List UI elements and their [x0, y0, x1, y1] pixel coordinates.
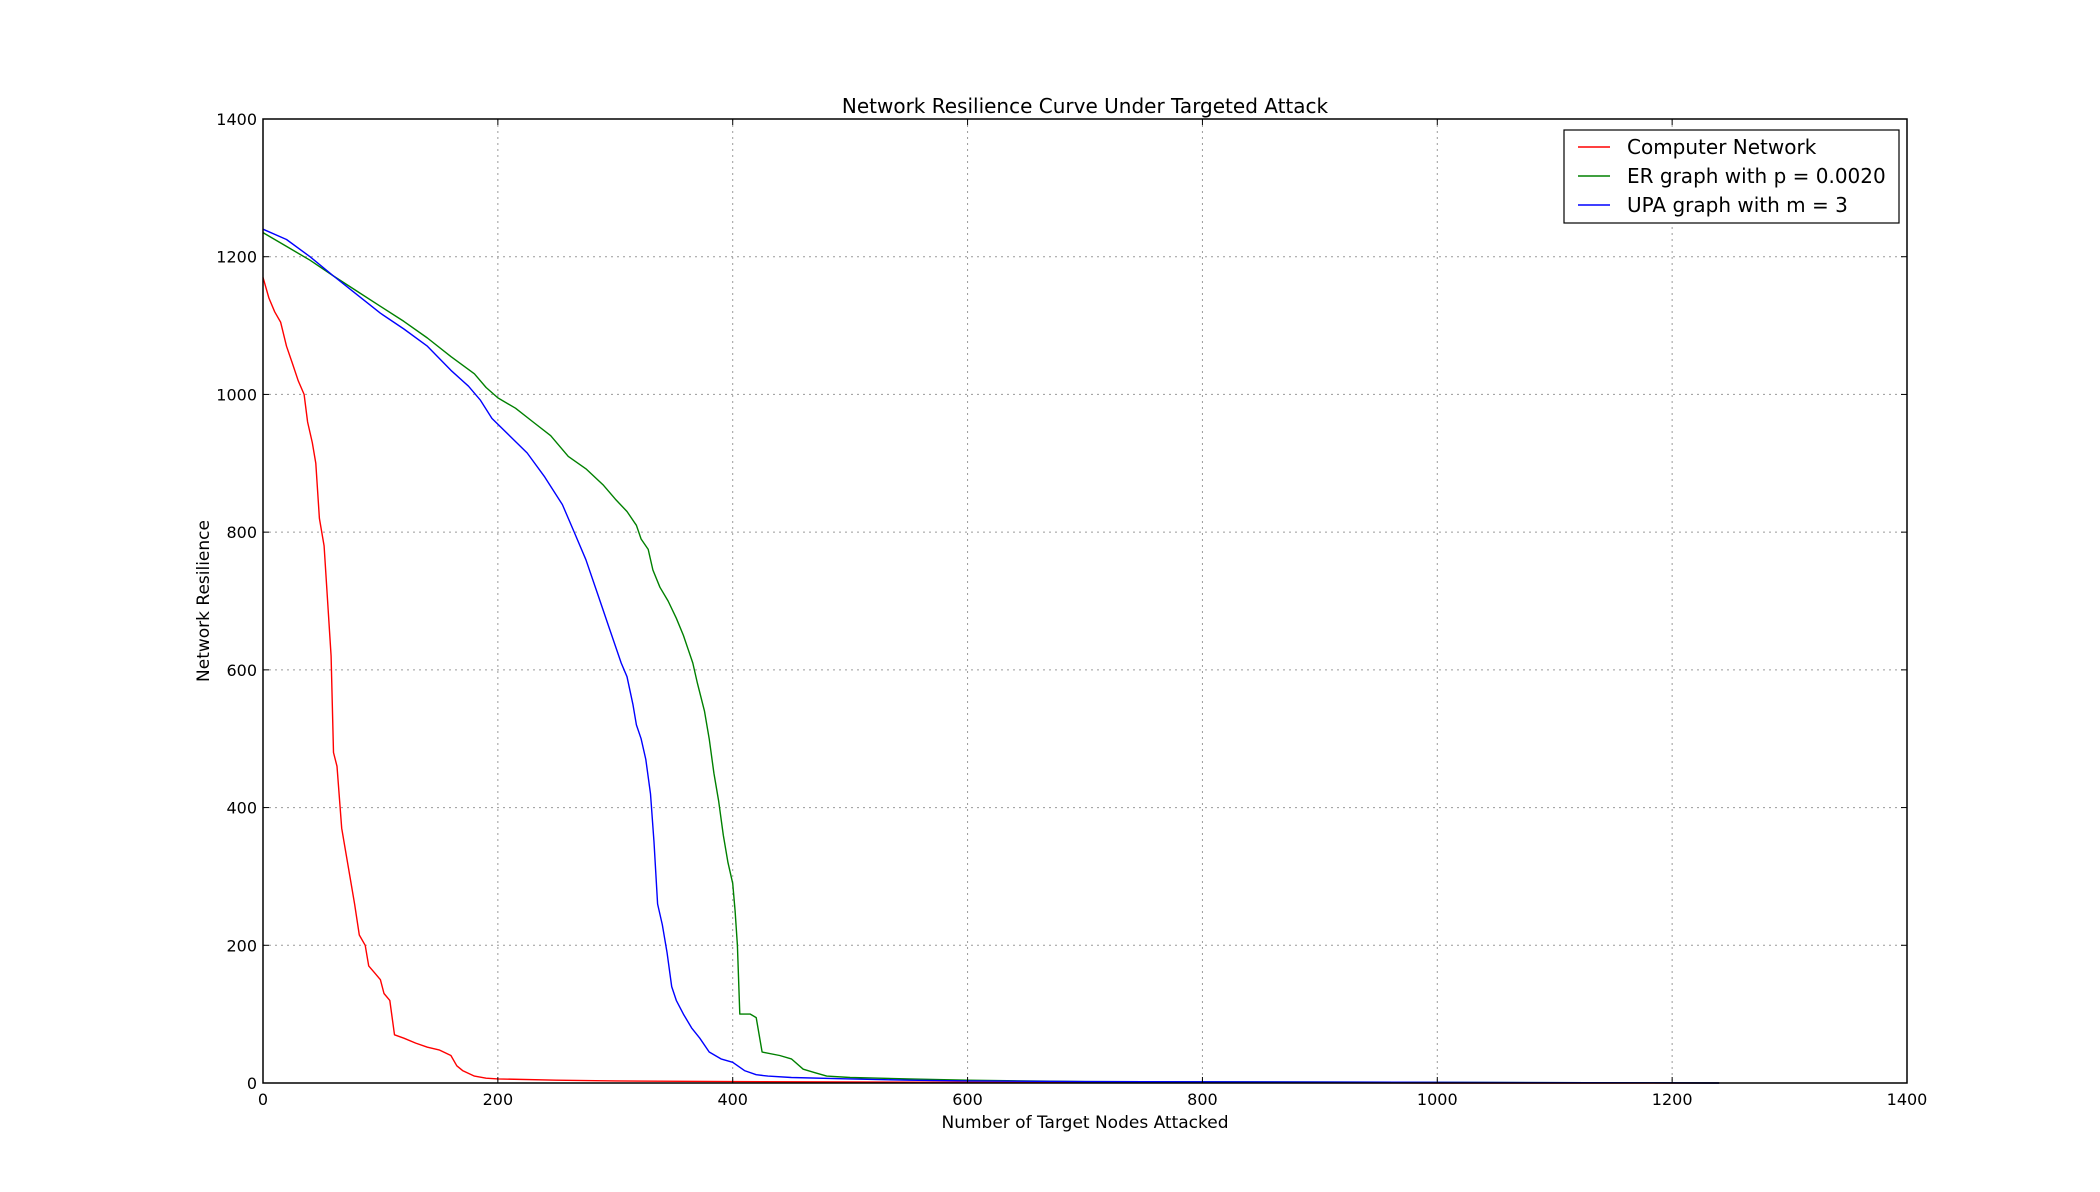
x-tick-label: 200 [483, 1090, 514, 1109]
series-line-0 [262, 277, 1720, 1084]
series-line-2 [262, 228, 1720, 1084]
series-lines [262, 228, 1720, 1084]
tick-marks [262, 118, 1908, 1084]
y-tick-label: 1400 [216, 110, 257, 129]
chart-title: Network Resilience Curve Under Targeted … [842, 94, 1329, 118]
series-line-1 [262, 231, 1720, 1084]
legend-frame [1563, 129, 1900, 224]
x-tick-label: 800 [1187, 1090, 1218, 1109]
x-tick-label: 1200 [1652, 1090, 1693, 1109]
y-tick-labels: 0 200 400 600 800 1000 1200 1400 [216, 110, 257, 1093]
x-tick-label: 600 [952, 1090, 983, 1109]
x-tick-label: 0 [258, 1090, 268, 1109]
x-tick-label: 1000 [1417, 1090, 1458, 1109]
plot-frame [262, 118, 1908, 1084]
y-tick-label: 1200 [216, 248, 257, 267]
legend-label-0: Computer Network [1627, 135, 1817, 159]
x-tick-label: 400 [717, 1090, 748, 1109]
legend-label-2: UPA graph with m = 3 [1627, 193, 1848, 217]
y-tick-label: 800 [226, 523, 257, 542]
y-axis-title: Network Resilience [194, 520, 214, 682]
x-tick-label: 1400 [1887, 1090, 1928, 1109]
y-tick-label: 600 [226, 661, 257, 680]
y-tick-label: 0 [247, 1074, 257, 1093]
y-tick-label: 1000 [216, 385, 257, 404]
legend: Computer Network ER graph with p = 0.0020… [1563, 129, 1900, 224]
y-tick-label: 400 [226, 799, 257, 818]
y-tick-label: 200 [226, 936, 257, 955]
x-tick-labels: 0 200 400 600 800 1000 1200 1400 [258, 1090, 1927, 1109]
x-axis-title: Number of Target Nodes Attacked [941, 1113, 1228, 1133]
legend-label-1: ER graph with p = 0.0020 [1627, 164, 1886, 188]
grid [263, 119, 1907, 1083]
